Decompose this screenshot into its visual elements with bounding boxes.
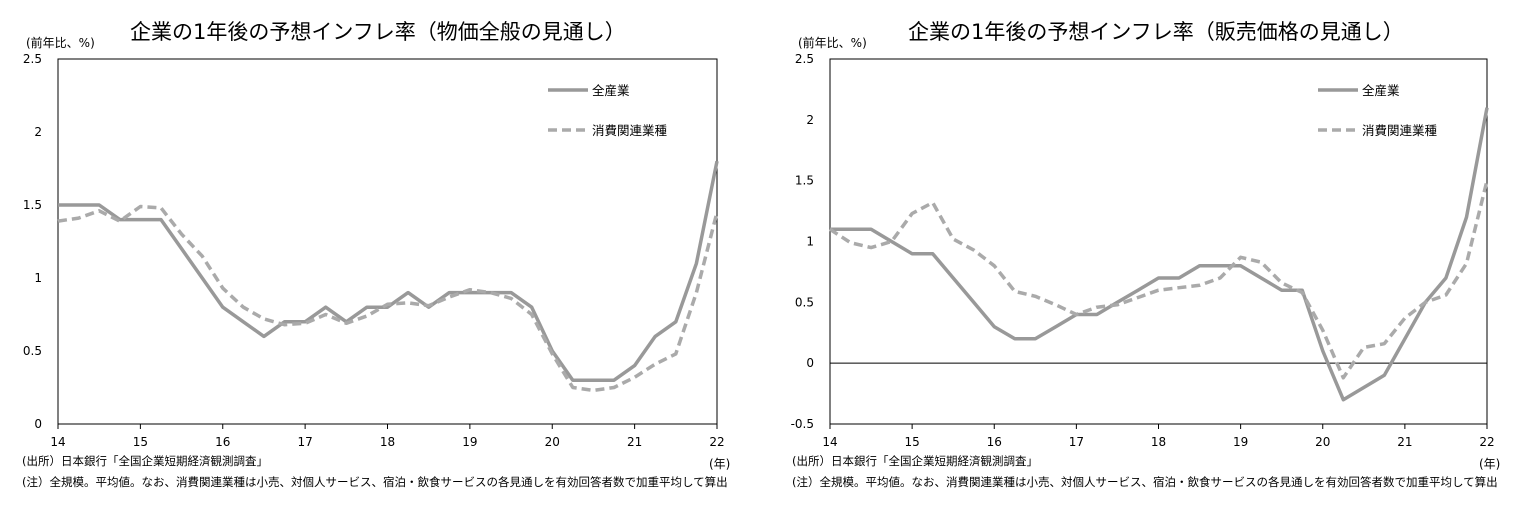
chart-panel-price-outlook: (前年比、%) 企業の1年後の予想インフレ率（物価全般の見通し） 0 0.5 1 1.… [0,0,762,505]
x-tick-label: 15 [904,435,919,449]
x-tick-label: 16 [987,435,1002,449]
y-tick-label: 0 [34,417,42,431]
x-axis-unit-label: (年) [1479,457,1501,471]
legend-label: 消費関連業種 [592,123,668,138]
y-tick-label: 1 [34,271,42,285]
x-tick-label: 14 [50,435,65,449]
x-tick-label: 17 [1069,435,1084,449]
x-tick-label: 19 [1233,435,1248,449]
y-tick-label: 2 [806,113,814,127]
chart-title: 企業の1年後の予想インフレ率（販売価格の見通し） [908,20,1404,44]
y-tick-label: 1.5 [795,174,814,188]
x-tick-label: 16 [215,435,230,449]
series-line-all-industries [830,107,1489,402]
x-tick-label: 17 [297,435,312,449]
x-tick-label: 14 [822,435,837,449]
x-tick-label: 18 [380,435,395,449]
x-tick-label: 18 [1151,435,1166,449]
x-tick-label: 21 [1397,435,1412,449]
x-tick-label: 20 [1315,435,1330,449]
y-tick-label: 1 [806,235,814,249]
y-tick-label: 1.5 [23,198,42,212]
plot-area-frame [57,58,718,425]
series-line-all-industries [58,160,719,382]
source-note: (出所）日本銀行「全国企業短期経済観測調査」 [22,454,268,468]
chart-title: 企業の1年後の予想インフレ率（物価全般の見通し） [130,20,626,44]
x-tick-label: 22 [709,435,724,449]
legend-label: 消費関連業種 [1362,123,1438,138]
footnote: (注）全規模。平均値。なお、消費関連業種は小売、対個人サービス、宿泊・飲食サービ… [792,475,1498,489]
source-note: (出所）日本銀行「全国企業短期経済観測調査」 [792,454,1038,468]
y-axis-unit-label: (前年比、%) [798,36,867,50]
legend-label: 全産業 [592,83,630,98]
series-line-consumer-related [829,180,1489,380]
series-line-consumer-related [57,204,719,393]
x-tick-label: 19 [462,435,477,449]
legend-label: 全産業 [1362,83,1400,98]
y-tick-label: 2.5 [795,52,814,66]
y-tick-label: 0 [806,356,814,370]
chart-panel-selling-price-outlook: (前年比、%) 企業の1年後の予想インフレ率（販売価格の見通し） -0.5 0 0.… [770,0,1525,505]
x-tick-label: 22 [1479,435,1494,449]
y-tick-label: 2.5 [23,52,42,66]
line-chart-selling-price-outlook: -0.5 0 0.5 1 1.5 2 2.5 14 15 16 17 18 19 20 21 22 全産業消費関… [791,52,1495,449]
y-tick-label: -0.5 [791,417,814,431]
x-tick-label: 21 [627,435,642,449]
x-tick-label: 20 [545,435,560,449]
x-tick-label: 15 [133,435,148,449]
y-tick-label: 0.5 [795,295,814,309]
x-axis-unit-label: (年) [709,457,731,471]
y-axis-unit-label: (前年比、%) [26,36,95,50]
footnote: (注）全規模。平均値。なお、消費関連業種は小売、対個人サービス、宿泊・飲食サービ… [22,475,728,489]
y-tick-label: 2 [34,125,42,139]
y-tick-label: 0.5 [23,344,42,358]
